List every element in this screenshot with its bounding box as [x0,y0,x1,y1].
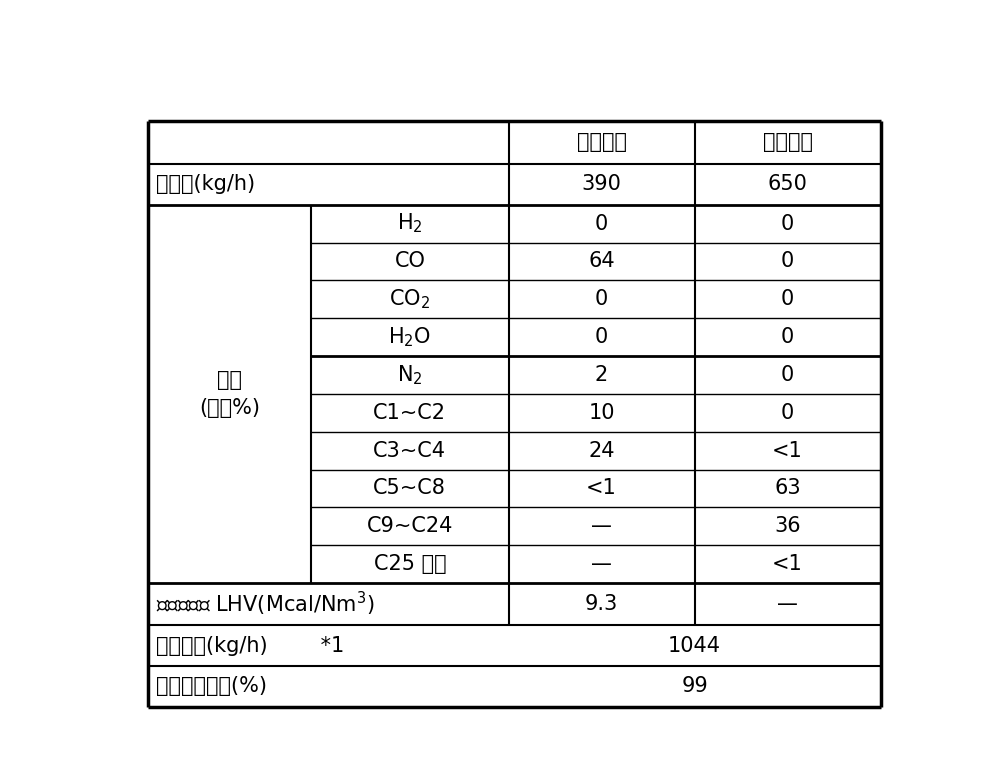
Text: 0: 0 [781,327,794,347]
Text: C25 以上: C25 以上 [374,554,446,574]
Text: H$_2$: H$_2$ [397,212,423,236]
Text: C1~C2: C1~C2 [373,402,446,423]
Text: N$_2$: N$_2$ [397,363,423,387]
Text: 气体燃料: 气体燃料 [577,133,627,152]
Text: —: — [777,594,798,614]
Text: 36: 36 [774,516,801,537]
Text: 气体燃料的 LHV(Mcal/Nm$^3$): 气体燃料的 LHV(Mcal/Nm$^3$) [156,590,375,619]
Text: 液体燃料: 液体燃料 [763,133,813,152]
Text: 供给原料(kg/h)        *1: 供给原料(kg/h) *1 [156,636,344,655]
Text: 390: 390 [582,174,622,194]
Text: 24: 24 [588,441,615,461]
Text: 0: 0 [595,214,608,234]
Text: 1044: 1044 [668,636,721,655]
Text: 0: 0 [781,289,794,310]
Text: 0: 0 [781,214,794,234]
Text: <1: <1 [586,478,617,498]
Text: 2: 2 [595,365,608,385]
Text: H$_2$O: H$_2$O [388,325,431,349]
Text: 99: 99 [681,676,708,697]
Text: 聚乙烯分解率(%): 聚乙烯分解率(%) [156,676,267,697]
Text: CO: CO [394,251,425,271]
Text: —: — [591,554,612,574]
Text: C5~C8: C5~C8 [373,478,446,498]
Text: 9.3: 9.3 [585,594,618,614]
Text: 63: 63 [774,478,801,498]
Text: <1: <1 [772,441,803,461]
Text: 0: 0 [595,327,608,347]
Text: C9~C24: C9~C24 [367,516,453,537]
Text: CO$_2$: CO$_2$ [389,288,430,311]
Text: —: — [591,516,612,537]
Text: <1: <1 [772,554,803,574]
Text: 650: 650 [768,174,808,194]
Text: C3~C4: C3~C4 [373,441,446,461]
Text: 0: 0 [781,251,794,271]
Text: 0: 0 [595,289,608,310]
Text: 64: 64 [588,251,615,271]
Text: 10: 10 [588,402,615,423]
Text: 组成
(体积%): 组成 (体积%) [199,370,260,418]
Text: 生成量(kg/h): 生成量(kg/h) [156,174,255,194]
Text: 0: 0 [781,365,794,385]
Text: 0: 0 [781,402,794,423]
